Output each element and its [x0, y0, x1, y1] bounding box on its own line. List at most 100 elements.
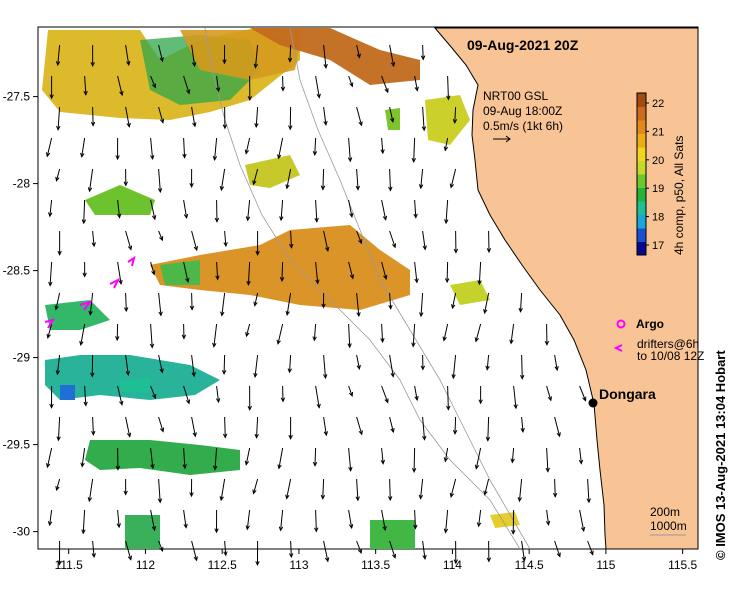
current-arrow — [513, 385, 518, 410]
current-arrow — [245, 323, 251, 338]
current-arrow — [123, 478, 128, 496]
colorbar-tick-label: 22 — [652, 98, 664, 110]
current-arrow — [81, 509, 86, 535]
current-arrow — [158, 540, 164, 552]
current-arrow — [91, 540, 96, 559]
current-arrow — [356, 106, 363, 127]
current-arrow — [115, 447, 121, 471]
x-tick-label: 115 — [596, 558, 615, 572]
current-arrow — [83, 75, 88, 96]
current-arrow — [125, 106, 131, 128]
current-arrow — [252, 478, 259, 495]
current-arrow — [356, 540, 363, 554]
current-arrow — [348, 447, 353, 472]
current-arrow — [545, 509, 551, 526]
current-arrow — [215, 261, 220, 281]
current-arrow — [315, 75, 321, 99]
current-arrow — [418, 478, 424, 500]
current-arrow — [83, 385, 88, 407]
current-arrow — [183, 385, 191, 405]
y-tick-label: -28.5 — [3, 264, 31, 278]
current-arrow — [245, 199, 251, 222]
current-arrow — [150, 199, 157, 221]
current-arrow — [411, 137, 417, 163]
current-arrow — [554, 540, 561, 558]
current-arrow — [586, 478, 591, 504]
current-arrow — [381, 199, 388, 221]
current-arrow — [285, 292, 292, 316]
current-arrow — [356, 230, 363, 245]
current-arrow — [222, 416, 228, 439]
current-arrow — [252, 168, 259, 186]
argo-label: Argo — [636, 317, 664, 331]
current-arrow — [422, 540, 427, 560]
current-arrow — [115, 323, 120, 342]
current-arrow — [389, 106, 395, 123]
current-arrow — [413, 509, 418, 530]
current-arrow — [445, 261, 450, 284]
current-arrow — [157, 478, 163, 504]
current-arrow — [56, 416, 61, 442]
current-arrow — [323, 540, 330, 563]
current-arrow — [183, 199, 189, 219]
current-arrow — [483, 478, 490, 496]
current-arrow — [388, 168, 393, 192]
current-arrow — [380, 323, 385, 344]
current-arrow — [381, 385, 389, 404]
current-arrow — [389, 230, 397, 249]
current-arrow — [80, 137, 86, 158]
current-arrow — [182, 447, 187, 470]
current-arrow — [474, 323, 482, 343]
current-arrow — [158, 292, 163, 317]
current-arrow — [220, 292, 226, 317]
current-arrow — [442, 323, 449, 342]
current-arrow — [348, 509, 354, 530]
current-arrow — [223, 540, 228, 557]
drifter-label-1: drifters@6h — [637, 337, 699, 351]
current-arrow — [356, 44, 361, 59]
current-arrow — [57, 230, 62, 256]
current-arrow — [115, 137, 120, 161]
current-arrow — [389, 44, 396, 68]
current-arrow — [280, 75, 286, 92]
current-arrow — [158, 230, 164, 242]
current-arrow — [219, 478, 226, 502]
current-arrow — [57, 540, 62, 566]
current-arrow — [323, 106, 328, 126]
current-arrow — [55, 44, 61, 67]
current-arrow — [46, 447, 53, 469]
product-scale: 0.5m/s (1kt 6h) — [483, 119, 563, 133]
current-arrow — [189, 292, 195, 311]
current-arrow — [419, 292, 424, 318]
current-arrow — [214, 199, 220, 223]
current-arrow — [55, 478, 61, 492]
current-arrow — [158, 106, 165, 124]
x-tick-label: 114.5 — [515, 558, 544, 572]
colorbar-segment — [637, 120, 646, 134]
current-arrow — [446, 75, 451, 101]
y-axis: -27.5 -28 -28.5 -29 -29.5 -30 — [3, 90, 38, 539]
current-arrow — [149, 323, 155, 349]
current-arrow — [420, 354, 426, 371]
current-arrow — [449, 168, 457, 189]
current-arrow — [158, 416, 165, 433]
current-arrow — [485, 354, 490, 371]
current-arrow — [323, 354, 328, 380]
current-arrow — [312, 137, 318, 157]
current-arrow — [81, 199, 87, 225]
current-arrow — [125, 354, 130, 377]
current-arrow — [255, 540, 260, 567]
current-arrow — [587, 540, 594, 556]
current-arrow — [414, 75, 419, 92]
current-arrow — [451, 354, 457, 380]
current-arrow — [444, 199, 449, 225]
colorbar-tick-label: 17 — [652, 240, 664, 252]
current-arrow — [289, 230, 294, 249]
current-arrow — [421, 106, 427, 132]
sst-patches — [42, 28, 520, 549]
current-arrow — [389, 540, 397, 559]
x-tick-label: 113.5 — [361, 558, 390, 572]
drifter-label-2: to 10/08 12Z — [637, 349, 704, 363]
current-arrow — [125, 44, 131, 67]
current-arrow — [191, 230, 198, 252]
